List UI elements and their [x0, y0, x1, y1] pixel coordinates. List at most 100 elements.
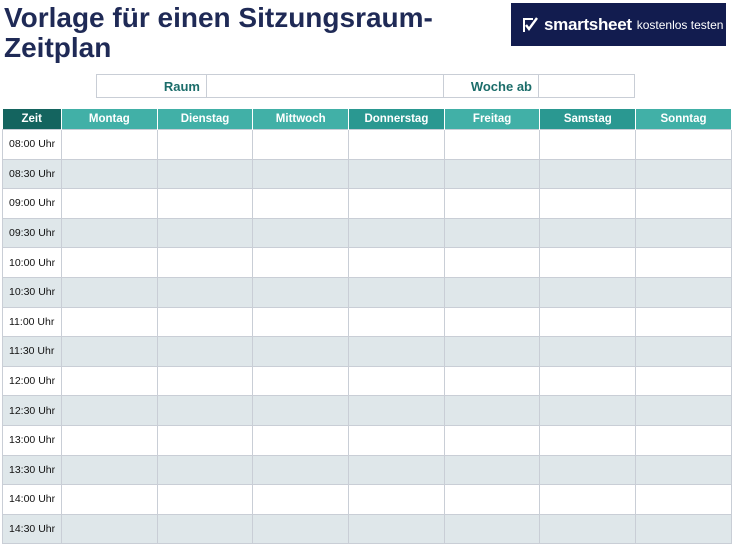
schedule-cell[interactable]: [635, 306, 732, 338]
schedule-cell[interactable]: [443, 395, 541, 426]
schedule-cell[interactable]: [61, 247, 158, 278]
schedule-cell[interactable]: [156, 336, 254, 367]
schedule-cell[interactable]: [156, 276, 254, 308]
schedule-cell[interactable]: [252, 395, 350, 426]
schedule-cell[interactable]: [635, 188, 732, 219]
schedule-cell[interactable]: [61, 158, 158, 190]
schedule-cell[interactable]: [61, 129, 158, 160]
schedule-cell[interactable]: [348, 276, 445, 308]
schedule-cell[interactable]: [252, 306, 350, 338]
schedule-cell[interactable]: [61, 454, 158, 486]
schedule-cell[interactable]: [443, 336, 541, 367]
schedule-cell[interactable]: [156, 365, 254, 397]
schedule-cell[interactable]: [252, 276, 350, 308]
schedule-cell[interactable]: [252, 129, 350, 160]
schedule-cell[interactable]: [539, 365, 637, 397]
schedule-cell[interactable]: [348, 247, 445, 278]
schedule-cell[interactable]: [61, 513, 158, 545]
schedule-cell[interactable]: [539, 158, 637, 190]
schedule-cell[interactable]: [539, 306, 637, 338]
schedule-cell[interactable]: [635, 484, 732, 515]
schedule-cell[interactable]: [635, 247, 732, 278]
schedule-cell[interactable]: [156, 484, 254, 515]
schedule-cell[interactable]: [635, 365, 732, 397]
schedule-cell[interactable]: [156, 217, 254, 249]
schedule-cell[interactable]: [635, 513, 732, 545]
schedule-cell[interactable]: [348, 129, 445, 160]
schedule-cell[interactable]: [156, 395, 254, 426]
schedule-cell[interactable]: [539, 188, 637, 219]
schedule-cell[interactable]: [443, 217, 541, 249]
schedule-cell[interactable]: [348, 336, 445, 367]
schedule-cell[interactable]: [443, 306, 541, 338]
schedule-cell[interactable]: [443, 158, 541, 190]
schedule-cell[interactable]: [443, 276, 541, 308]
schedule-cell[interactable]: [635, 336, 732, 367]
schedule-cell[interactable]: [252, 484, 350, 515]
schedule-cell[interactable]: [635, 129, 732, 160]
schedule-cell[interactable]: [61, 276, 158, 308]
room-input[interactable]: [206, 74, 444, 98]
schedule-cell[interactable]: [539, 484, 637, 515]
schedule-cell[interactable]: [635, 217, 732, 249]
schedule-cell[interactable]: [156, 454, 254, 486]
schedule-cell[interactable]: [156, 247, 254, 278]
schedule-cell[interactable]: [252, 247, 350, 278]
schedule-cell[interactable]: [635, 158, 732, 190]
schedule-cell[interactable]: [348, 424, 445, 456]
schedule-cell[interactable]: [443, 513, 541, 545]
schedule-cell[interactable]: [443, 424, 541, 456]
schedule-cell[interactable]: [61, 336, 158, 367]
schedule-cell[interactable]: [252, 424, 350, 456]
schedule-cell[interactable]: [252, 365, 350, 397]
smartsheet-banner-button[interactable]: smartsheet kostenlos testen: [511, 3, 726, 46]
schedule-cell[interactable]: [539, 454, 637, 486]
schedule-cell[interactable]: [635, 454, 732, 486]
schedule-cell[interactable]: [348, 484, 445, 515]
schedule-cell[interactable]: [156, 188, 254, 219]
schedule-cell[interactable]: [348, 158, 445, 190]
schedule-cell[interactable]: [348, 365, 445, 397]
schedule-cell[interactable]: [252, 188, 350, 219]
schedule-cell[interactable]: [252, 336, 350, 367]
schedule-cell[interactable]: [156, 129, 254, 160]
schedule-cell[interactable]: [539, 129, 637, 160]
schedule-cell[interactable]: [252, 158, 350, 190]
schedule-cell[interactable]: [348, 513, 445, 545]
schedule-cell[interactable]: [156, 424, 254, 456]
schedule-cell[interactable]: [61, 484, 158, 515]
schedule-cell[interactable]: [443, 129, 541, 160]
week-input[interactable]: [538, 74, 635, 98]
schedule-cell[interactable]: [348, 217, 445, 249]
schedule-cell[interactable]: [539, 276, 637, 308]
schedule-cell[interactable]: [443, 454, 541, 486]
schedule-cell[interactable]: [61, 365, 158, 397]
schedule-cell[interactable]: [156, 513, 254, 545]
schedule-cell[interactable]: [156, 158, 254, 190]
schedule-cell[interactable]: [252, 513, 350, 545]
schedule-cell[interactable]: [635, 395, 732, 426]
schedule-cell[interactable]: [635, 424, 732, 456]
schedule-cell[interactable]: [156, 306, 254, 338]
schedule-cell[interactable]: [539, 336, 637, 367]
schedule-cell[interactable]: [348, 188, 445, 219]
schedule-cell[interactable]: [539, 513, 637, 545]
schedule-cell[interactable]: [539, 247, 637, 278]
schedule-cell[interactable]: [252, 454, 350, 486]
schedule-cell[interactable]: [61, 424, 158, 456]
schedule-cell[interactable]: [61, 188, 158, 219]
schedule-cell[interactable]: [252, 217, 350, 249]
schedule-cell[interactable]: [443, 188, 541, 219]
schedule-cell[interactable]: [348, 395, 445, 426]
schedule-cell[interactable]: [635, 276, 732, 308]
schedule-cell[interactable]: [443, 247, 541, 278]
schedule-cell[interactable]: [61, 395, 158, 426]
schedule-cell[interactable]: [61, 217, 158, 249]
schedule-cell[interactable]: [61, 306, 158, 338]
schedule-cell[interactable]: [539, 217, 637, 249]
schedule-cell[interactable]: [348, 306, 445, 338]
schedule-cell[interactable]: [443, 484, 541, 515]
schedule-cell[interactable]: [539, 424, 637, 456]
schedule-cell[interactable]: [348, 454, 445, 486]
schedule-cell[interactable]: [443, 365, 541, 397]
